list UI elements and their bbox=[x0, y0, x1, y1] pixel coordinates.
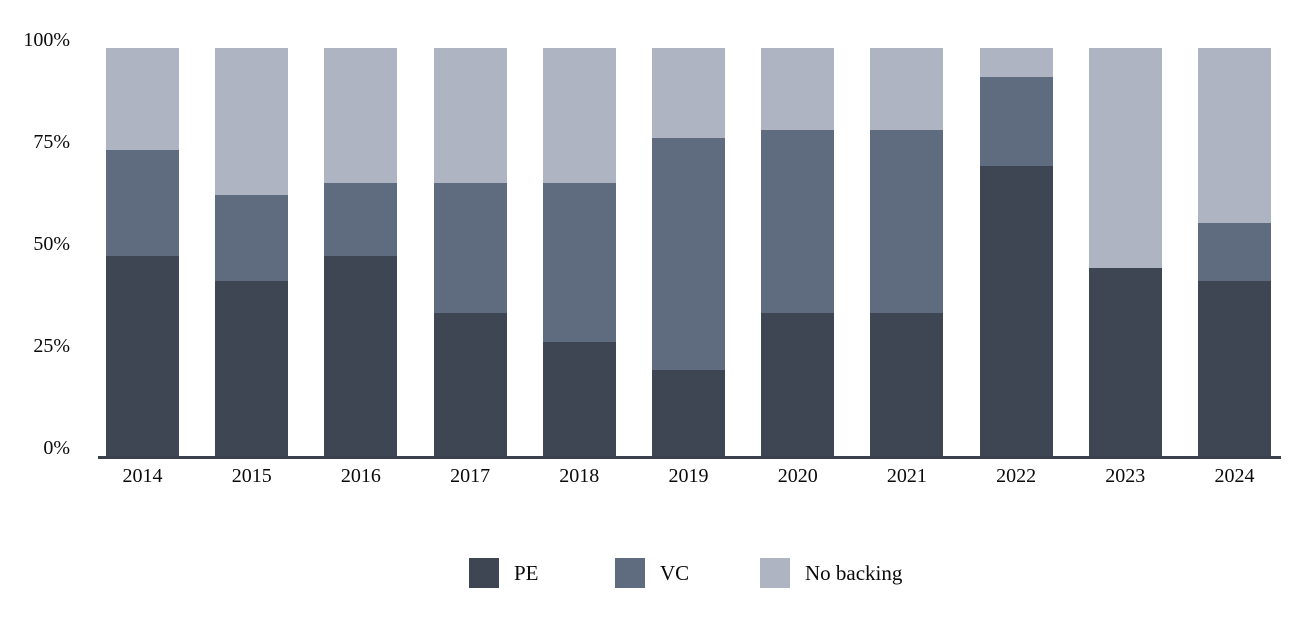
bar-2022 bbox=[979, 48, 1053, 456]
bar-segment-pe-2023 bbox=[1088, 268, 1162, 456]
bar-segment-vc-2022 bbox=[979, 76, 1053, 167]
bar-segment-no-backing-2014 bbox=[106, 48, 179, 151]
y-tick-label-100: 100% bbox=[23, 29, 70, 51]
bar-segment-no-backing-2024 bbox=[1198, 48, 1271, 224]
bar-2017 bbox=[433, 48, 507, 456]
y-tick-label-75: 75% bbox=[33, 131, 70, 153]
bar-segment-pe-2016 bbox=[324, 256, 398, 456]
bar-segment-no-backing-2016 bbox=[324, 48, 398, 183]
y-tick-label-25: 25% bbox=[33, 335, 70, 357]
x-tick-label-2020: 2020 bbox=[777, 465, 818, 487]
legend-swatch-vc bbox=[615, 558, 645, 588]
legend-item-vc: VC bbox=[615, 558, 689, 588]
bar-segment-vc-2019 bbox=[652, 137, 725, 371]
bar-segment-pe-2014 bbox=[106, 256, 179, 456]
x-tick-label-2019: 2019 bbox=[668, 465, 709, 487]
bar-2023 bbox=[1088, 48, 1162, 456]
x-tick-label-2023: 2023 bbox=[1105, 465, 1146, 487]
bar-segment-pe-2019 bbox=[652, 370, 725, 456]
bar-segment-pe-2020 bbox=[761, 313, 835, 456]
x-tick-label-2022: 2022 bbox=[996, 465, 1037, 487]
y-tick-label-0: 0% bbox=[43, 437, 70, 459]
bar-segment-pe-2021 bbox=[870, 313, 944, 456]
bar-segment-vc-2014 bbox=[106, 150, 179, 257]
x-tick-label-2018: 2018 bbox=[559, 465, 600, 487]
bar-2024 bbox=[1198, 48, 1271, 456]
bar-segment-vc-2016 bbox=[324, 182, 398, 257]
bar-segment-pe-2018 bbox=[542, 341, 616, 456]
bar-segment-no-backing-2020 bbox=[761, 48, 835, 130]
bar-segment-vc-2017 bbox=[433, 182, 507, 314]
bar-segment-vc-2024 bbox=[1198, 223, 1271, 281]
x-tick-label-2021: 2021 bbox=[886, 465, 927, 487]
x-tick-label-2014: 2014 bbox=[122, 465, 163, 487]
x-tick-label-2015: 2015 bbox=[231, 465, 272, 487]
bar-segment-pe-2017 bbox=[433, 313, 507, 456]
bar-2016 bbox=[324, 48, 398, 456]
bar-segment-vc-2021 bbox=[870, 129, 944, 314]
bar-segment-no-backing-2021 bbox=[870, 48, 944, 130]
bar-segment-no-backing-2019 bbox=[652, 48, 725, 138]
x-tick-label-2024: 2024 bbox=[1214, 465, 1255, 487]
bar-2019 bbox=[652, 48, 725, 456]
legend-label-vc: VC bbox=[660, 561, 690, 585]
bar-segment-no-backing-2023 bbox=[1088, 48, 1162, 269]
legend-swatch-pe bbox=[469, 558, 499, 588]
bar-segment-no-backing-2015 bbox=[215, 48, 289, 195]
x-axis-line bbox=[98, 455, 1281, 459]
y-tick-label-50: 50% bbox=[33, 233, 70, 255]
bar-2015 bbox=[215, 48, 289, 456]
legend-label-pe: PE bbox=[514, 561, 539, 585]
bar-segment-vc-2020 bbox=[761, 129, 835, 314]
bar-2020 bbox=[761, 48, 835, 456]
bar-segment-no-backing-2022 bbox=[979, 48, 1053, 77]
bar-segment-pe-2015 bbox=[215, 280, 289, 456]
legend-label-no-backing: No backing bbox=[805, 561, 903, 585]
bar-segment-pe-2024 bbox=[1198, 280, 1271, 456]
bar-segment-no-backing-2017 bbox=[433, 48, 507, 183]
bar-segment-vc-2018 bbox=[542, 182, 616, 342]
bar-segment-no-backing-2018 bbox=[542, 48, 616, 183]
legend-swatch-no-backing bbox=[760, 558, 790, 588]
bar-2014 bbox=[106, 48, 179, 456]
x-tick-label-2016: 2016 bbox=[340, 465, 381, 487]
legend-item-pe: PE bbox=[469, 558, 539, 588]
legend-item-no-backing: No backing bbox=[760, 558, 902, 588]
bar-2018 bbox=[542, 48, 616, 456]
bar-segment-pe-2022 bbox=[979, 166, 1053, 456]
x-tick-label-2017: 2017 bbox=[450, 465, 491, 487]
bar-segment-vc-2015 bbox=[215, 194, 289, 281]
bar-2021 bbox=[870, 48, 944, 456]
